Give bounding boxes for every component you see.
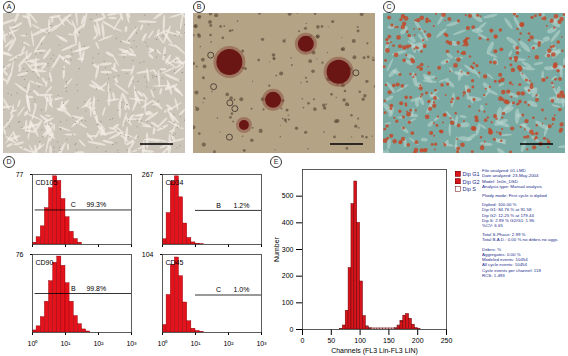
html-text:Dip G1: 84.76 % at 91.58: Dip G1: 84.76 % at 91.58 xyxy=(482,207,532,213)
svg-text:50: 50 xyxy=(327,337,335,344)
svg-text:267: 267 xyxy=(142,171,154,178)
svg-text:C: C xyxy=(71,201,76,208)
html-text:Total S-Phase: 2.99 %: Total S-Phase: 2.99 % xyxy=(482,232,526,237)
svg-text:10¹: 10¹ xyxy=(60,340,71,347)
svg-text:200: 200 xyxy=(412,337,424,344)
html-text:Ploidy mode: First cycle is di: Ploidy mode: First cycle is diploid xyxy=(482,192,547,198)
html-text:Model: 1n0n_DSD: Model: 1n0n_DSD xyxy=(482,178,518,184)
svg-text:300: 300 xyxy=(282,246,294,253)
html-text:D: D xyxy=(6,158,12,165)
svg-text:0: 0 xyxy=(290,326,294,333)
svg-text:10²: 10² xyxy=(93,340,104,347)
svg-text:10¹: 10¹ xyxy=(190,340,201,347)
html-text:RCS: 1.493: RCS: 1.493 xyxy=(482,272,505,278)
svg-text:400: 400 xyxy=(282,219,294,226)
html-text:A: A xyxy=(6,3,12,10)
svg-text:10⁰: 10⁰ xyxy=(28,340,39,347)
svg-text:100: 100 xyxy=(354,337,366,344)
html-text:Cycle events per channel: 118: Cycle events per channel: 118 xyxy=(482,267,541,273)
html-text:Date analyzed: 23-May-2004: Date analyzed: 23-May-2004 xyxy=(482,173,539,179)
html-text:Dip S: 2.99 % G2/G1: 1.96: Dip S: 2.99 % G2/G1: 1.96 xyxy=(482,217,535,223)
svg-text:77: 77 xyxy=(16,171,24,178)
html-text:Dip G2: 12.25 % at 179.44: Dip G2: 12.25 % at 179.44 xyxy=(482,212,534,218)
html-text:Dip G1: Dip G1 xyxy=(462,170,480,177)
html-text:Diploid: 100.00 %: Diploid: 100.00 % xyxy=(482,202,517,207)
svg-text:104: 104 xyxy=(142,251,154,258)
html-text:Aggregates: 0.00 %: Aggregates: 0.00 % xyxy=(482,251,521,257)
svg-text:1.2%: 1.2% xyxy=(234,202,250,209)
html-text:Analysis type: Manual analysis: Analysis type: Manual analysis xyxy=(482,183,542,189)
html-text:Dip S: Dip S xyxy=(462,185,476,192)
svg-text:250: 250 xyxy=(441,337,453,344)
svg-text:76: 76 xyxy=(16,251,24,258)
svg-text:Channels (FL3 Lin-FL3 LIN): Channels (FL3 Lin-FL3 LIN) xyxy=(331,347,418,355)
html-text:All cycle events: 10454: All cycle events: 10454 xyxy=(482,262,527,267)
svg-text:CD90: CD90 xyxy=(36,259,54,266)
html-text:E: E xyxy=(273,158,279,165)
svg-text:C: C xyxy=(216,286,221,293)
svg-text:1.0%: 1.0% xyxy=(234,286,250,293)
svg-text:200: 200 xyxy=(282,272,294,279)
svg-text:500: 500 xyxy=(282,192,294,199)
html-text:%CV: 6.65: %CV: 6.65 xyxy=(482,222,503,228)
html-text:Debris: %: Debris: % xyxy=(482,246,502,252)
html-text:Dip G2: Dip G2 xyxy=(462,178,480,185)
html-text:B: B xyxy=(196,3,202,10)
svg-text:10³: 10³ xyxy=(126,340,137,347)
svg-text:100: 100 xyxy=(282,299,294,306)
svg-text:B: B xyxy=(216,202,221,209)
html-text:File analyzed: 01.LMD: File analyzed: 01.LMD xyxy=(482,168,526,173)
svg-text:Number: Number xyxy=(273,236,280,262)
svg-text:0: 0 xyxy=(301,337,305,344)
html-text:C: C xyxy=(386,3,392,10)
svg-text:10³: 10³ xyxy=(256,340,267,347)
html-text:Modeled events: 10454: Modeled events: 10454 xyxy=(482,256,528,262)
svg-text:150: 150 xyxy=(383,337,395,344)
svg-text:99.3%: 99.3% xyxy=(86,201,106,208)
svg-text:CD45: CD45 xyxy=(166,259,184,266)
svg-text:99.8%: 99.8% xyxy=(86,285,106,292)
svg-text:10²: 10² xyxy=(223,340,234,347)
svg-text:10⁰: 10⁰ xyxy=(158,340,169,347)
svg-text:CD34: CD34 xyxy=(166,179,184,186)
html-text:Total B.A.D.: 0.00 % no debris: Total B.A.D.: 0.00 % no debris no aggs xyxy=(482,237,558,243)
svg-text:B: B xyxy=(71,285,76,292)
svg-text:CD105: CD105 xyxy=(36,179,58,186)
